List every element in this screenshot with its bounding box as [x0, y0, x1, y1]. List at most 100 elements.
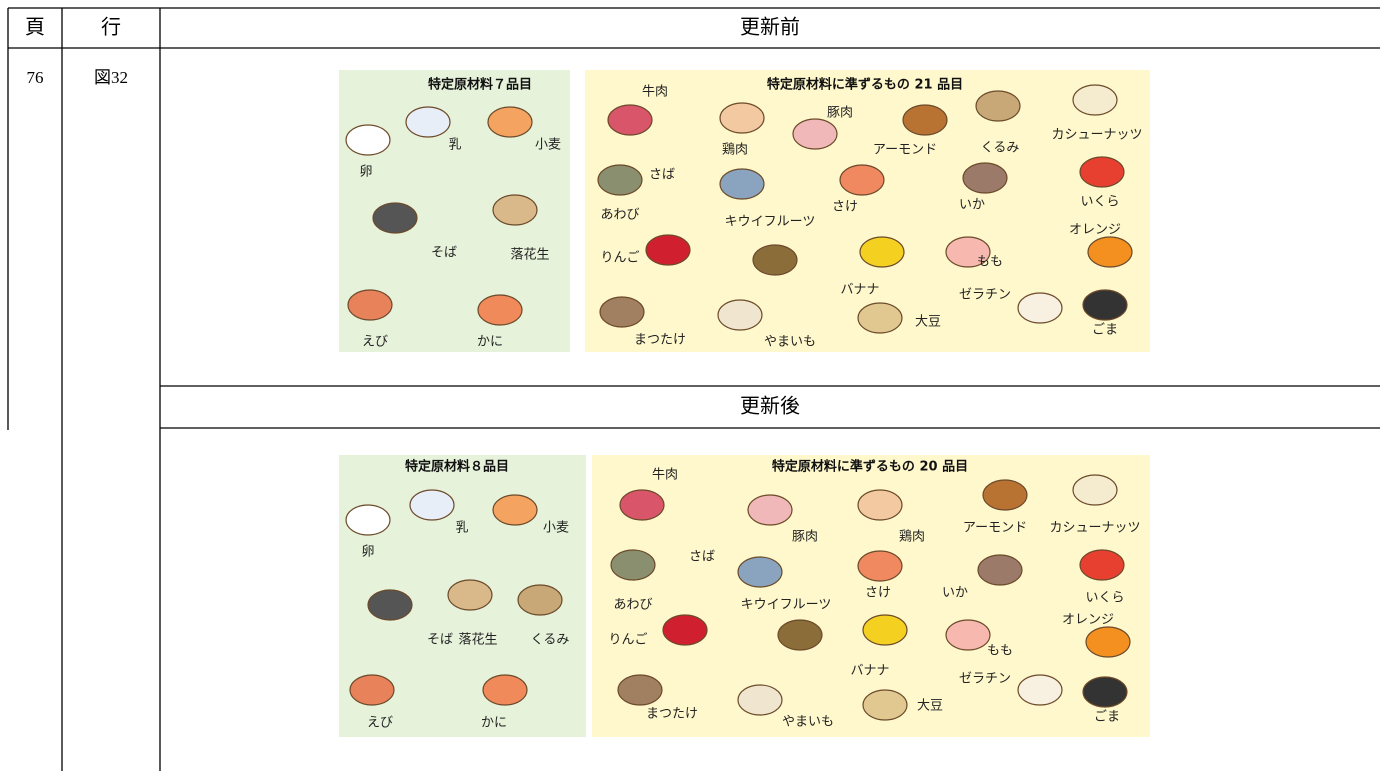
food-label: 小麦: [535, 138, 561, 153]
food-illustration: [1085, 626, 1131, 658]
food-label: さけ: [865, 586, 891, 601]
food-label: まつたけ: [646, 707, 698, 722]
food-label: そば: [427, 633, 453, 648]
food-illustration: [517, 584, 563, 616]
food-label: 牛肉: [642, 85, 668, 100]
food-illustration: [945, 619, 991, 651]
food-illustration: [1072, 474, 1118, 506]
food-label: さけ: [832, 200, 858, 215]
food-illustration: [619, 489, 665, 521]
food-illustration: [492, 494, 538, 526]
food-label: もも: [977, 255, 1003, 270]
food-label: いくら: [1085, 591, 1124, 606]
food-illustration: [1017, 674, 1063, 706]
food-illustration: [1087, 236, 1133, 268]
food-label: かに: [481, 716, 507, 731]
food-illustration: [717, 299, 763, 331]
food-illustration: [792, 118, 838, 150]
food-label: アーモンド: [963, 521, 1027, 536]
food-illustration: [367, 589, 413, 621]
food-label: カシューナッツ: [1049, 521, 1140, 536]
food-label: 卵: [359, 165, 372, 180]
food-illustration: [405, 106, 451, 138]
food-label: ゼラチン: [959, 672, 1011, 687]
food-label: くるみ: [981, 141, 1020, 156]
food-label: いか: [942, 586, 968, 601]
food-label: りんご: [600, 250, 639, 266]
food-illustration: [349, 674, 395, 706]
header-page: 頁: [25, 15, 45, 39]
panel-title: 特定原材料８品目: [405, 459, 509, 475]
food-label: 豚肉: [827, 106, 853, 121]
food-label: そば: [431, 246, 457, 261]
food-illustration: [347, 289, 393, 321]
food-label: もも: [987, 644, 1013, 659]
food-illustration: [1079, 549, 1125, 581]
food-illustration: [645, 234, 691, 266]
food-illustration: [492, 194, 538, 226]
food-illustration: [447, 579, 493, 611]
food-illustration: [857, 302, 903, 334]
food-illustration: [962, 162, 1008, 194]
food-illustration: [1082, 676, 1128, 708]
header-line: 行: [101, 15, 121, 39]
food-illustration: [752, 244, 798, 276]
food-label: りんご: [608, 632, 647, 648]
food-label: 落花生: [510, 247, 549, 263]
food-label: バナナ: [840, 283, 879, 298]
food-illustration: [599, 296, 645, 328]
food-illustration: [1079, 156, 1125, 188]
food-illustration: [662, 614, 708, 646]
food-illustration: [862, 614, 908, 646]
food-illustration: [719, 168, 765, 200]
food-illustration: [862, 689, 908, 721]
food-illustration: [1072, 84, 1118, 116]
food-illustration: [982, 479, 1028, 511]
food-label: 鶏肉: [722, 143, 748, 158]
food-label: 豚肉: [792, 530, 818, 545]
food-label: まつたけ: [634, 333, 686, 348]
food-label: あわび: [613, 598, 652, 613]
food-label: キウイフルーツ: [741, 598, 832, 613]
food-illustration: [610, 549, 656, 581]
food-illustration: [372, 202, 418, 234]
food-illustration: [1082, 289, 1128, 321]
header-before: 更新前: [740, 15, 800, 39]
food-label: いくら: [1080, 195, 1119, 210]
food-label: 乳: [448, 138, 461, 153]
food-label: 牛肉: [652, 468, 678, 483]
food-illustration: [345, 504, 391, 536]
food-label: ゼラチン: [959, 288, 1011, 303]
food-illustration: [737, 556, 783, 588]
food-label: くるみ: [531, 633, 570, 648]
food-label: バナナ: [850, 664, 889, 679]
food-label: 小麦: [543, 521, 569, 536]
food-illustration: [857, 489, 903, 521]
food-illustration: [737, 684, 783, 716]
food-label: 大豆: [917, 699, 943, 714]
food-illustration: [482, 674, 528, 706]
food-label: 大豆: [915, 315, 941, 330]
food-illustration: [839, 164, 885, 196]
food-label: オレンジ: [1062, 613, 1114, 628]
panel-title: 特定原材料に準ずるもの 20 品目: [772, 459, 968, 475]
food-label: キウイフルーツ: [725, 215, 816, 230]
food-label: カシューナッツ: [1051, 128, 1142, 143]
food-label: えび: [362, 335, 388, 350]
food-label: 鶏肉: [899, 530, 925, 545]
food-label: さば: [649, 168, 675, 183]
panel-title: 特定原材料に準ずるもの 21 品目: [767, 77, 963, 93]
food-label: 落花生: [458, 632, 497, 648]
food-label: ごま: [1092, 322, 1118, 338]
food-illustration: [747, 494, 793, 526]
food-label: オレンジ: [1069, 223, 1121, 238]
food-illustration: [859, 236, 905, 268]
row-line: 図32: [94, 68, 128, 87]
food-label: あわび: [600, 208, 639, 223]
food-illustration: [607, 104, 653, 136]
food-illustration: [975, 90, 1021, 122]
